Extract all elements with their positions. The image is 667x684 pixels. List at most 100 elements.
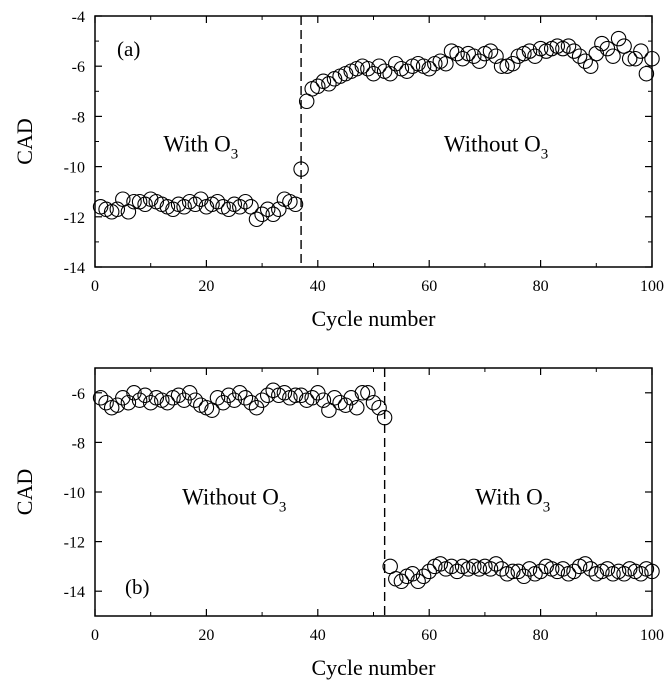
panel-b-data-point <box>616 566 632 582</box>
panel-a-data-point <box>594 35 610 52</box>
panel-b-annotation-subscript: 3 <box>543 499 551 515</box>
panel-b-data-point <box>360 385 376 401</box>
panel-a-x-tick-label: 40 <box>310 278 326 295</box>
panel-b-data-point <box>115 390 131 406</box>
panel-a-data-point <box>126 193 142 210</box>
panel-a-data-point <box>588 45 605 62</box>
panel-b-data-point <box>482 561 499 577</box>
panel-b-data-point <box>510 563 527 580</box>
panel-b-data-point <box>237 390 254 406</box>
panel-b-data-point <box>349 399 365 416</box>
panel-b-data-point <box>265 382 281 399</box>
panel-a-data-point <box>109 201 126 218</box>
panel-a-data-point <box>120 204 137 220</box>
panel-a-data-point <box>560 38 577 54</box>
panel-a-annotation: Without O3 <box>444 132 548 163</box>
panel-a-x-tick-label: 80 <box>533 278 549 295</box>
panel-a-y-tick-label: -4 <box>72 9 85 26</box>
panel-b-annotation: With O3 <box>475 484 550 515</box>
panel-a-y-tick-label: -10 <box>64 160 85 177</box>
panel-a-y-tick-label: -6 <box>72 59 85 76</box>
panel-a-data-point <box>232 199 248 215</box>
panel-a-data-point <box>454 50 471 67</box>
panel-b-data-point <box>326 390 343 406</box>
panel-a-y-tick-label: -8 <box>72 109 85 126</box>
panel-a-data-point <box>449 45 465 62</box>
panel-a-data-point <box>577 53 593 69</box>
panel-a-x-tick-label: 100 <box>640 278 664 295</box>
panel-b-annotation: Without O3 <box>182 484 286 515</box>
panel-b-data-point <box>187 392 204 408</box>
panel-b-data-point <box>644 563 660 580</box>
panel-a-data-point <box>521 43 538 59</box>
panel-b-data-point <box>371 399 387 416</box>
panel-b-data-point <box>633 566 649 582</box>
panel-b-y-axis-title: CAD <box>12 469 37 515</box>
panel-a-y-tick-label: -14 <box>64 260 85 277</box>
panel-b-data-point <box>170 387 187 404</box>
panel-a-data-point <box>310 78 326 95</box>
panel-a-data-point <box>271 201 287 218</box>
panel-a-data-point <box>466 48 482 64</box>
panel-b-data-point <box>315 392 332 408</box>
panel-b-x-tick-label: 40 <box>310 627 326 644</box>
panel-b-data-point <box>521 561 538 577</box>
panel-a-series <box>92 30 660 228</box>
panel-a-data-point <box>220 201 237 218</box>
panel-a-data-point <box>382 65 398 82</box>
panel-a-data-point <box>209 193 226 210</box>
panel-a-data-point <box>265 206 281 223</box>
panel-a-x-tick-label: 20 <box>198 278 214 295</box>
panel-b-data-point <box>421 563 437 580</box>
panel-a-data-point <box>399 63 415 79</box>
panel-a-x-axis-title: Cycle number <box>311 306 436 331</box>
panel-a-data-point <box>259 201 276 218</box>
panel-b-data-point <box>415 568 432 585</box>
panel-a-data-point <box>482 43 499 59</box>
panel-a-data-point <box>616 38 632 54</box>
panel-a-data-point <box>644 50 660 67</box>
panel-a-data-point <box>633 43 649 59</box>
panel-a-data-point <box>599 40 616 57</box>
panel-a-data-point <box>605 48 621 64</box>
panel-b-x-tick-label: 80 <box>533 627 549 644</box>
panel-b-data-point <box>410 573 426 590</box>
panel-a-data-point <box>193 191 209 207</box>
panel-b-data-point <box>120 394 137 411</box>
panel-b-series <box>92 382 660 590</box>
panel-a-x-tick-label: 0 <box>91 278 99 295</box>
panel-b-data-point <box>488 556 504 572</box>
panel-a-label: (a) <box>117 37 140 61</box>
panel-b-y-tick-label: -8 <box>72 435 85 452</box>
panel-a-data-point <box>582 58 599 74</box>
panel-a-data-point <box>293 161 309 177</box>
panel-b-data-point <box>142 394 159 411</box>
panel-a-data-point <box>438 55 454 72</box>
panel-b-data-point <box>232 385 248 401</box>
panel-b-annotation-text: With O <box>475 484 542 509</box>
panel-b-data-point <box>505 563 521 580</box>
panel-b-data-point <box>599 561 616 577</box>
panel-a-data-point <box>638 65 655 82</box>
panel-a-annotation-text: Without O <box>444 132 541 157</box>
panel-b-data-point <box>304 390 320 406</box>
panel-a-x-tick-label: 60 <box>421 278 437 295</box>
panel-a-data-point <box>388 55 404 72</box>
panel-a-data-point <box>360 60 376 77</box>
panel-b-data-point <box>577 556 593 572</box>
panel-b-data-point <box>566 563 582 580</box>
panel-b-x-tick-label: 20 <box>198 627 214 644</box>
panel-a-data-point <box>421 60 437 77</box>
panel-a-data-point <box>248 211 265 228</box>
panel-b-x-tick-label: 60 <box>421 627 437 644</box>
panel-a-data-point <box>321 76 337 92</box>
panel-b-annotation-subscript: 3 <box>279 499 287 515</box>
panel-b-y-tick-label: -6 <box>72 386 85 403</box>
panel-a-annotation-text: With O <box>163 132 230 157</box>
panel-a-data-point <box>287 196 304 213</box>
panel-b-x-axis-title: Cycle number <box>311 655 436 680</box>
panel-b-data-point <box>159 394 176 411</box>
